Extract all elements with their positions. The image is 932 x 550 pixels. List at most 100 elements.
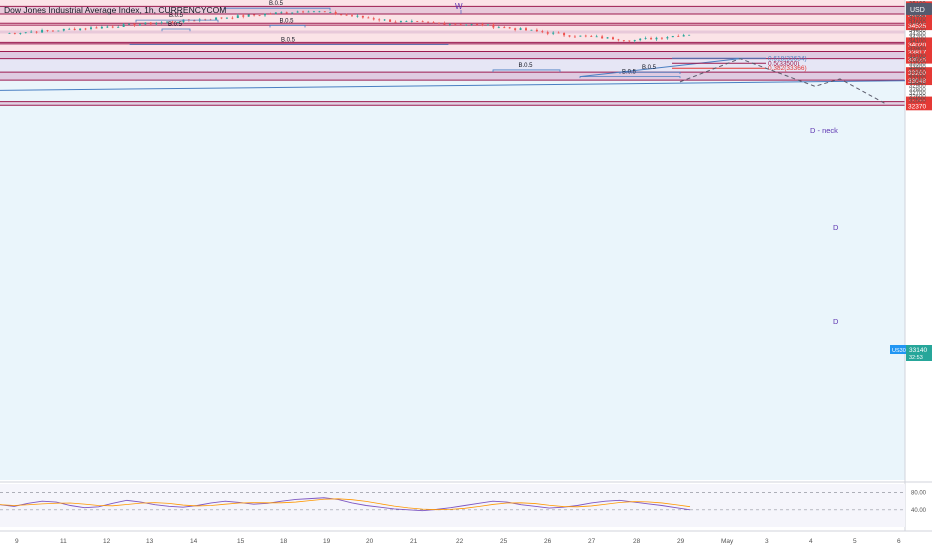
candle-body (399, 21, 402, 23)
candle-body (90, 27, 92, 29)
candle-body (41, 30, 44, 33)
bo5-bracket-7 (619, 71, 681, 75)
candle-body (280, 12, 283, 14)
candle-body (220, 17, 223, 19)
currency-label: USD (910, 7, 925, 14)
candle-body (73, 28, 76, 31)
level-badge-33260 (906, 67, 932, 78)
candle-body (612, 37, 614, 40)
candle-body (595, 36, 598, 38)
level-badge-33817 (906, 46, 932, 57)
y-tick-33100: 33100 (909, 76, 926, 82)
bo5-label-0: B.0.5 (269, 1, 284, 7)
candle-body (166, 21, 169, 23)
candle-body (633, 40, 636, 42)
candle-body (128, 23, 131, 25)
candles-group (8, 10, 691, 43)
candle-body (601, 36, 604, 39)
level-label-34825: 34825 (908, 12, 926, 19)
y-tick-32600: 32600 (909, 95, 926, 101)
level-badge-34020 (906, 38, 932, 49)
candle-body (117, 26, 120, 28)
x-tick-14: 28 (633, 538, 641, 545)
level-label-33260: 33260 (908, 70, 926, 77)
candle-body (644, 38, 647, 39)
candle-body (57, 30, 60, 32)
level-badge-34525 (906, 20, 932, 31)
candle-body (100, 26, 103, 29)
candle-body (19, 33, 22, 34)
candle-body (302, 11, 305, 13)
candle-body (312, 11, 315, 13)
x-tick-17: 3 (765, 538, 769, 545)
candle-body (111, 26, 114, 28)
candle-body (448, 24, 451, 25)
candle-body (416, 20, 419, 22)
x-tick-4: 14 (190, 538, 198, 545)
candle-body (247, 14, 250, 17)
fib-label-2: 0.382(33366) (768, 65, 807, 72)
candle-body (258, 15, 261, 16)
candle-body (285, 12, 288, 14)
bo5-label-2: B.0.5 (280, 18, 295, 24)
candle-body (476, 24, 479, 25)
candle-body (389, 19, 392, 22)
candle-body (231, 17, 234, 19)
candle-body (438, 22, 440, 24)
candle-body (274, 12, 277, 14)
candle-body (677, 35, 680, 37)
candle-body (106, 26, 109, 28)
candle-body (24, 32, 27, 34)
candle-body (508, 27, 511, 29)
current-price-value: 33140 (909, 347, 927, 354)
rsi-ma-line (0, 498, 691, 511)
x-tick-6: 18 (280, 538, 288, 545)
level-label-33817: 33817 (908, 49, 926, 56)
candle-body (541, 31, 544, 33)
candle-body (133, 23, 136, 26)
candle-body (427, 21, 430, 23)
bo5-bracket-0 (223, 7, 331, 11)
bo5-label-5: B.0.5 (519, 63, 534, 69)
candle-body (8, 32, 11, 34)
candle-body (470, 24, 473, 25)
candle-body (318, 11, 321, 13)
bo5-bracket-2 (269, 24, 306, 28)
candle-body (394, 21, 397, 23)
bo5-label-6: B.0.5 (622, 70, 637, 76)
candle-body (378, 19, 381, 21)
zone-band-0 (0, 6, 905, 14)
candle-body (563, 33, 566, 36)
x-tick-3: 13 (146, 538, 154, 545)
candle-body (138, 24, 141, 26)
candle-body (193, 20, 196, 22)
x-tick-15: 29 (677, 538, 685, 545)
candle-body (30, 31, 33, 33)
x-tick-9: 21 (410, 538, 418, 545)
zone-band-2 (0, 51, 905, 59)
candle-body (650, 38, 653, 40)
candle-body (525, 28, 527, 31)
candle-body (253, 14, 256, 16)
candle-body (225, 17, 228, 19)
d-upper-label: D (833, 223, 839, 232)
candle-body (149, 22, 152, 25)
level-label-32370: 32370 (908, 103, 926, 110)
candle-body (68, 28, 71, 30)
candle-body (666, 37, 669, 39)
fib-label-1: 0.5(33500) (768, 60, 799, 67)
bo5-label-4: B.0.5 (281, 38, 296, 44)
y-tick-32500: 32500 (909, 98, 926, 104)
x-tick-1: 11 (60, 538, 67, 545)
long-trendline (0, 80, 906, 91)
zone-band-5 (0, 101, 905, 106)
candle-body (296, 11, 299, 13)
y-tick-34200: 34200 (909, 35, 926, 41)
bo5-label-7: B.0.5 (642, 65, 657, 71)
candle-body (519, 28, 522, 30)
y-tick-34400: 34400 (909, 28, 926, 34)
candle-body (35, 31, 38, 33)
candle-body (361, 15, 364, 18)
x-tick-12: 26 (544, 538, 552, 545)
